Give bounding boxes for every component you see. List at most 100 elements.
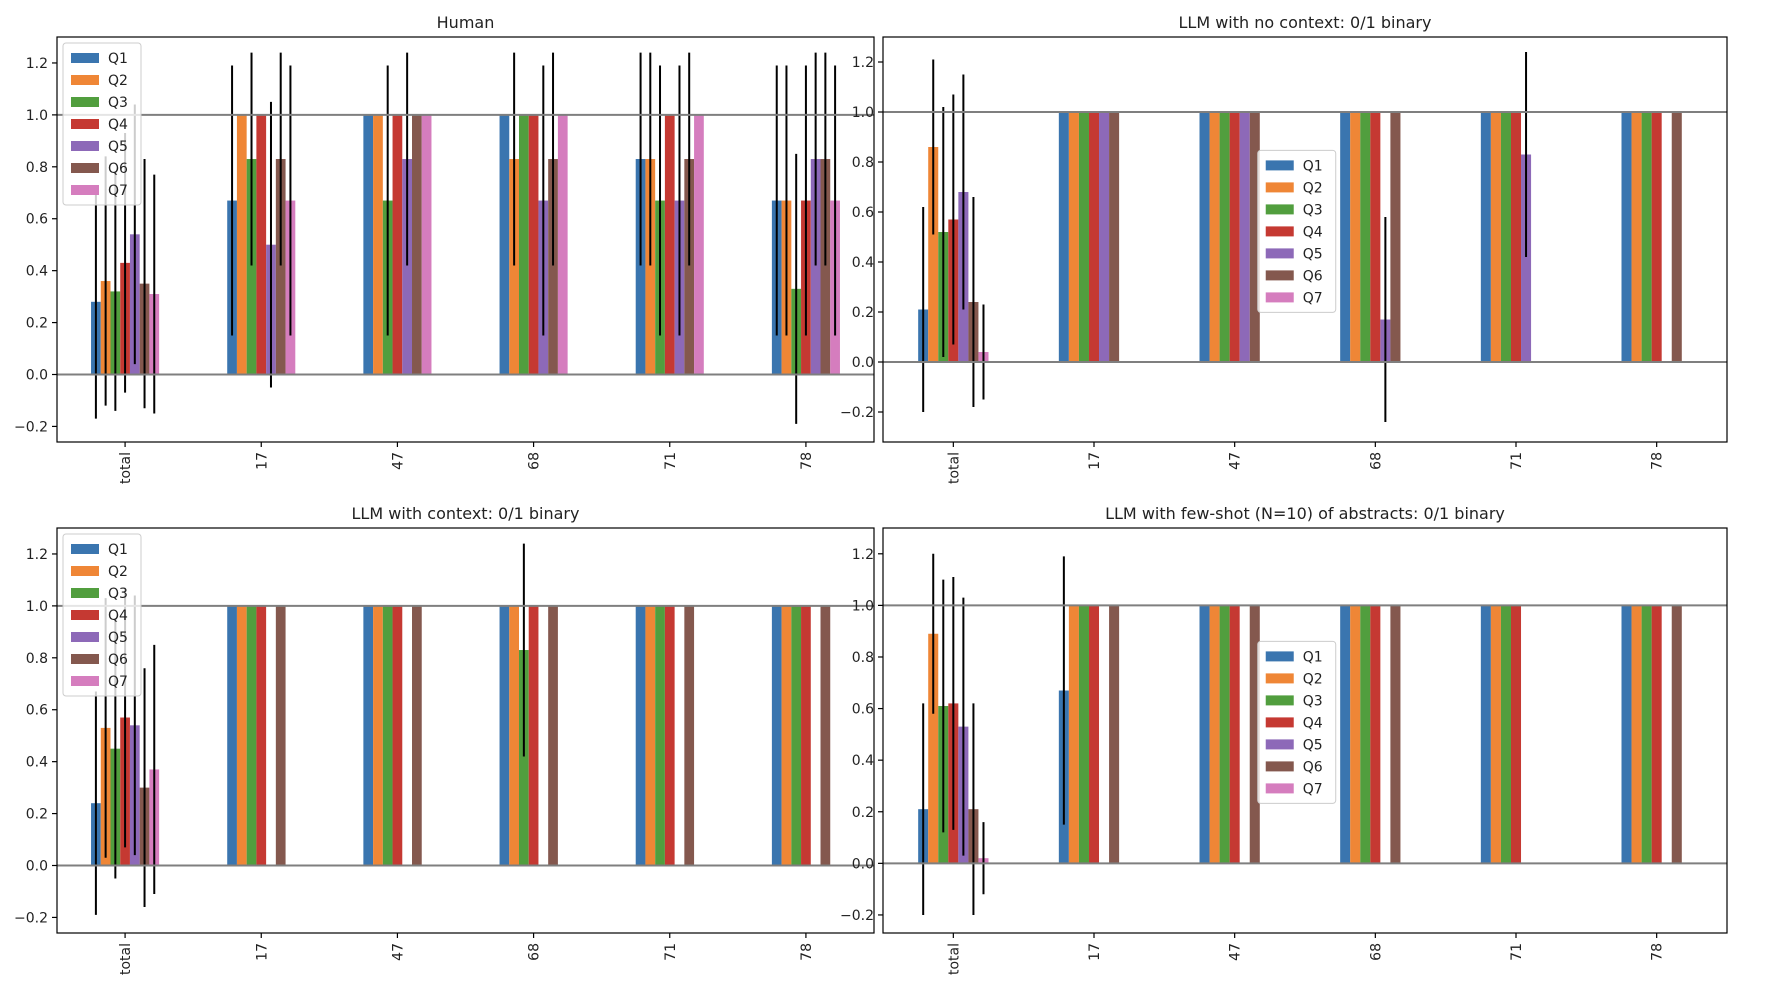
y-tick-label: 0.8 (26, 651, 48, 667)
bar-q2-47 (1209, 605, 1220, 864)
bar-q4-71 (1510, 605, 1522, 864)
bar-q3-68 (518, 114, 529, 375)
bar-q3-47 (1219, 605, 1230, 864)
legend-swatch-q4 (71, 119, 99, 129)
bar-q2-17 (1068, 605, 1079, 864)
legend-label-q2: Q2 (1303, 671, 1323, 687)
axes-frame (56, 527, 875, 934)
bar-q2-71 (1490, 112, 1501, 362)
y-tick-label: 1.0 (852, 598, 874, 614)
legend-swatch-q7 (71, 676, 99, 686)
bar-q2-71 (645, 159, 656, 375)
y-tick-label: 1.2 (852, 547, 874, 563)
chart-panel-1: −0.2 0.0 0.2 0.4 0.6 0.8 1.0 1.2 total 17 47 68 71 78… (14, 13, 875, 484)
legend-swatch-q3 (71, 97, 99, 107)
legend-label-q6: Q6 (108, 161, 128, 177)
legend-swatch-q2 (1265, 182, 1294, 193)
bar-q4-68 (1370, 605, 1381, 864)
legend-label-q1: Q1 (108, 542, 128, 558)
legend-label-q6: Q6 (108, 652, 128, 668)
bar-q6-71 (684, 159, 695, 375)
legend-swatch-q1 (71, 53, 99, 63)
bar-q2-68 (509, 159, 519, 375)
y-tick-label: 0.6 (26, 703, 48, 719)
bar-q6-17 (275, 159, 286, 375)
y-tick-label: 1.0 (26, 599, 48, 615)
bar-q4-71 (1510, 112, 1522, 362)
y-tick-label: 1.2 (26, 56, 48, 72)
bar-q4-47 (1229, 112, 1240, 362)
bar-q3-78 (1641, 112, 1652, 362)
legend-label-q6: Q6 (1303, 759, 1323, 775)
bar-q2-78 (1631, 112, 1642, 362)
y-tick-label: −0.2 (14, 910, 48, 926)
bar-q4-78 (801, 605, 811, 866)
x-tick-label: 68 (1368, 943, 1384, 961)
bar-q3-78 (1641, 605, 1652, 864)
bar-q4-71 (664, 114, 675, 375)
chart-panel-2: −0.2 0.0 0.2 0.4 0.6 0.8 1.0 1.2 total 17 47 68 71 78… (840, 13, 1728, 484)
legend-swatch-q5 (1265, 739, 1294, 750)
bar-q3-78 (791, 605, 802, 866)
bar-q4-47 (392, 114, 403, 375)
bar-q2-47 (1209, 112, 1220, 362)
bar-q4-78 (1651, 605, 1662, 864)
legend-swatch-q2 (1265, 673, 1294, 684)
y-tick-label: 0.4 (852, 255, 874, 271)
legend-swatch-q3 (1265, 695, 1294, 706)
bar-q4-68 (528, 605, 539, 866)
legend: Q1 Q2 Q3 Q4 Q5 Q6 Q7 (1257, 149, 1337, 313)
y-tick-label: 0.4 (26, 755, 48, 771)
legend-label-q4: Q4 (108, 117, 128, 133)
bar-q6-17 (275, 605, 286, 866)
y-tick-label: 0.0 (26, 859, 48, 875)
legend-label-q3: Q3 (1303, 693, 1323, 709)
legend-label-q5: Q5 (108, 139, 128, 155)
bar-q4-71 (664, 605, 675, 866)
bar-q1-17 (1058, 112, 1069, 362)
bar-q4-68 (528, 114, 539, 375)
bar-q2-71 (645, 605, 656, 866)
y-tick-label: 1.0 (852, 105, 874, 121)
bar-q1-68 (499, 114, 510, 375)
bar-q7-68 (557, 114, 568, 375)
y-tick-label: 1.0 (26, 108, 48, 124)
legend-label-q4: Q4 (108, 608, 128, 624)
x-tick-label: 71 (663, 943, 679, 961)
bar-q3-68 (518, 650, 529, 866)
bar-q1-71 (1480, 112, 1491, 362)
x-tick-label: 17 (1087, 452, 1103, 470)
chart-title: LLM with few-shot (N=10) of abstracts: 0… (1105, 504, 1505, 523)
chart-title: LLM with no context: 0/1 binary (1179, 13, 1432, 32)
legend-swatch-q5 (71, 141, 99, 151)
y-tick-label: 1.2 (26, 547, 48, 563)
legend-swatch-q6 (1265, 761, 1294, 772)
x-tick-label: total (118, 943, 134, 975)
bar-q5-17 (1099, 112, 1110, 362)
bar-q2-78 (1631, 605, 1642, 864)
bar-q3-71 (1500, 605, 1511, 864)
y-tick-label: 0.0 (852, 856, 874, 872)
bar-q1-47 (1199, 112, 1210, 362)
axes-frame (56, 36, 875, 443)
legend-label-q1: Q1 (108, 51, 128, 67)
legend-swatch-q1 (1265, 651, 1294, 662)
legend: Q1 Q2 Q3 Q4 Q5 Q6 Q7 (62, 533, 142, 697)
bar-q1-47 (1199, 605, 1210, 864)
x-tick-label: 78 (799, 452, 815, 470)
y-tick-label: 0.4 (26, 264, 48, 280)
bar-q1-68 (1340, 112, 1351, 362)
x-tick-label: total (946, 943, 962, 975)
y-tick-label: 0.8 (852, 155, 874, 171)
bar-q6-47 (412, 605, 422, 866)
bar-q3-17 (1078, 112, 1089, 362)
bar-q3-17 (246, 605, 257, 866)
x-tick-label: 71 (1509, 452, 1525, 470)
bar-q6-68 (548, 159, 558, 375)
bar-q1-47 (363, 605, 374, 866)
bar-q6-47 (1249, 605, 1260, 864)
legend: Q1 Q2 Q3 Q4 Q5 Q6 Q7 (1257, 640, 1337, 804)
legend-label-q2: Q2 (108, 564, 128, 580)
bar-q5-71 (1521, 154, 1532, 362)
